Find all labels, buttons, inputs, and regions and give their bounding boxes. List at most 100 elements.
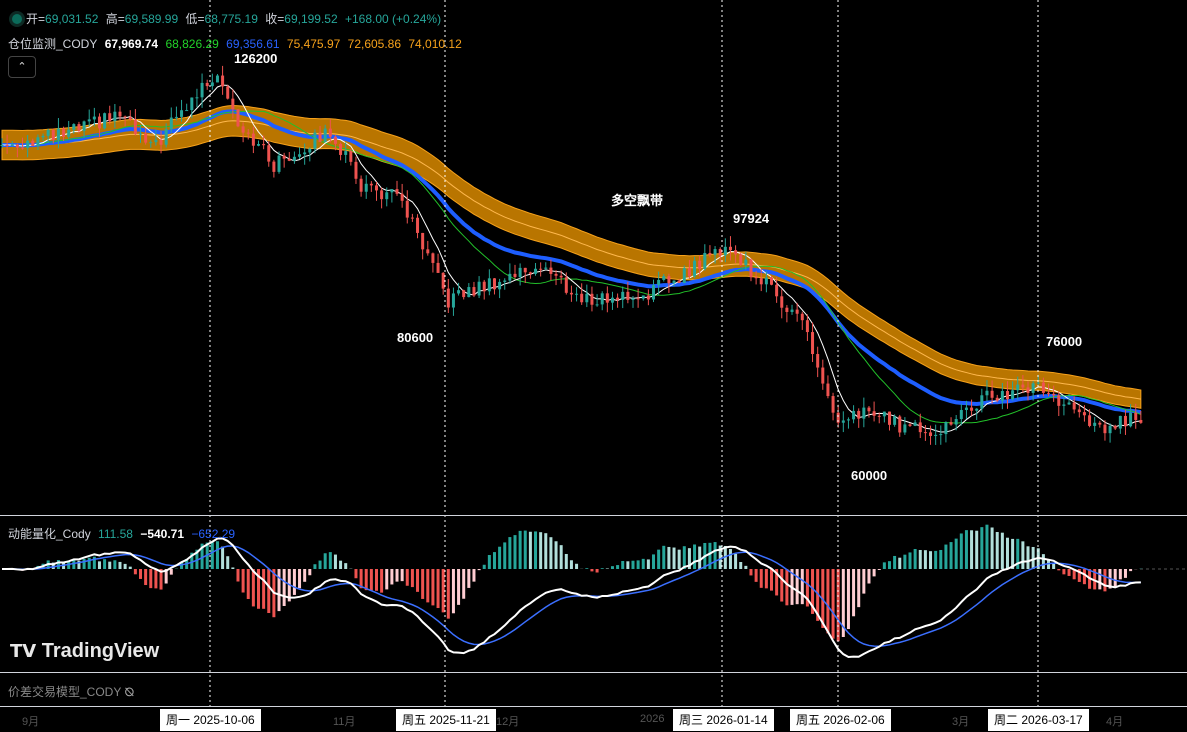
close-value: 69,199.52	[284, 12, 338, 26]
candle-body	[67, 129, 71, 137]
indicator1-v4: 75,475.97	[286, 37, 341, 51]
histogram-bar	[985, 524, 989, 569]
histogram-bar	[236, 569, 240, 582]
candle-body	[390, 189, 394, 193]
time-axis[interactable]: 9月 11月 12月 2026 3月 4月 周一 2025-10-06 周五 2…	[0, 707, 1187, 732]
candle-body	[775, 284, 779, 297]
histogram-bar	[959, 533, 963, 569]
candle-body	[523, 267, 527, 273]
candle-body	[72, 124, 76, 130]
candle-body	[200, 82, 204, 98]
candle-body	[492, 278, 496, 290]
candle-body	[87, 119, 91, 122]
histogram-bar	[944, 544, 948, 569]
histogram-bar	[785, 569, 789, 606]
hidden-eye-icon[interactable]: ⦰	[124, 685, 135, 699]
crosshair-date: 周二 2026-03-17	[988, 709, 1089, 731]
histogram-bar	[395, 569, 399, 582]
low-label: 低=	[185, 12, 205, 26]
candle-body	[26, 140, 30, 149]
histogram-bar	[1082, 569, 1086, 585]
candle-body	[970, 407, 974, 411]
histogram-bar	[1118, 569, 1122, 580]
candle-body	[544, 267, 548, 269]
model-legend[interactable]: 价差交易模型_CODY ⦰	[8, 683, 134, 700]
histogram-bar	[929, 551, 933, 569]
candle-body	[811, 332, 815, 355]
histogram-bar	[498, 546, 502, 569]
histogram-bar	[739, 562, 743, 569]
histogram-bar	[811, 569, 815, 614]
candle-body	[590, 293, 594, 305]
crosshair-date: 周一 2025-10-06	[160, 709, 261, 731]
candle-body	[292, 156, 296, 161]
low-value: 68,775.19	[204, 12, 258, 26]
histogram-bar	[975, 530, 979, 569]
candle-body	[621, 291, 625, 300]
histogram-bar	[210, 542, 214, 569]
collapse-legend-button[interactable]: ⌃	[8, 56, 36, 78]
candle-body	[21, 147, 25, 149]
crosshair-date: 周三 2026-01-14	[673, 709, 774, 731]
indicator1-v3: 69,356.61	[226, 37, 280, 51]
histogram-bar	[359, 569, 363, 589]
indicator1-legend[interactable]: 仓位监测_CODY 67,969.74 68,826.29 69,356.61 …	[8, 35, 466, 52]
histogram-bar	[718, 545, 722, 569]
candle-body	[1129, 412, 1133, 427]
candle-body	[790, 309, 794, 312]
histogram-bar	[800, 569, 804, 605]
crosshair-date: 周五 2026-02-06	[790, 709, 891, 731]
candle-body	[400, 193, 404, 201]
candle-body	[713, 249, 717, 255]
histogram-bar	[523, 530, 527, 569]
indicator1-v1: 67,969.74	[104, 37, 159, 51]
candle-body	[364, 183, 368, 192]
candle-body	[662, 276, 666, 280]
candle-body	[677, 280, 681, 283]
indicator2-name[interactable]: 动能量化_Cody	[8, 527, 91, 541]
histogram-bar	[318, 560, 322, 569]
pane-divider[interactable]	[0, 515, 1187, 516]
candle-body	[1082, 412, 1086, 416]
candle-body	[1103, 424, 1107, 434]
histogram-bar	[246, 569, 250, 600]
candle-body	[195, 97, 199, 99]
candle-body	[1062, 404, 1066, 406]
candle-body	[56, 128, 60, 140]
histogram-bar	[954, 538, 958, 569]
candle-body	[123, 116, 127, 118]
candle-body	[103, 113, 107, 129]
candle-body	[462, 290, 466, 298]
histogram-bar	[446, 569, 450, 619]
candle-body	[77, 124, 81, 131]
open-value: 69,031.52	[45, 12, 99, 26]
tradingview-logo[interactable]: 𝗧𝗩 TradingView	[10, 640, 159, 663]
candle-body	[693, 260, 697, 277]
candle-body	[1000, 391, 1004, 401]
high-label: 高=	[105, 12, 125, 26]
indicator2-legend[interactable]: 动能量化_Cody 111.58 −540.71 −652.29	[8, 525, 239, 542]
histogram-bar	[292, 569, 296, 595]
band-fill	[1, 105, 1142, 409]
candle-body	[1026, 387, 1030, 393]
candle-body	[395, 189, 399, 194]
candle-body	[221, 75, 225, 87]
candle-body	[10, 144, 14, 146]
histogram-bar	[82, 558, 86, 569]
pane-divider-2[interactable]	[0, 672, 1187, 673]
candle-body	[457, 290, 461, 294]
candle-body	[549, 267, 553, 274]
histogram-bar	[416, 569, 420, 592]
candle-body	[831, 396, 835, 413]
histogram-bar	[477, 569, 481, 571]
candle-body	[657, 279, 661, 286]
price-chart[interactable]	[0, 0, 1187, 706]
histogram-bar	[826, 569, 830, 634]
indicator1-name[interactable]: 仓位监测_CODY	[8, 37, 98, 51]
candle-body	[1052, 393, 1056, 396]
histogram-bar	[426, 569, 430, 603]
candle-body	[139, 133, 143, 135]
candle-body	[770, 277, 773, 285]
candle-body	[636, 298, 640, 300]
annotation-high: 126200	[234, 51, 278, 66]
